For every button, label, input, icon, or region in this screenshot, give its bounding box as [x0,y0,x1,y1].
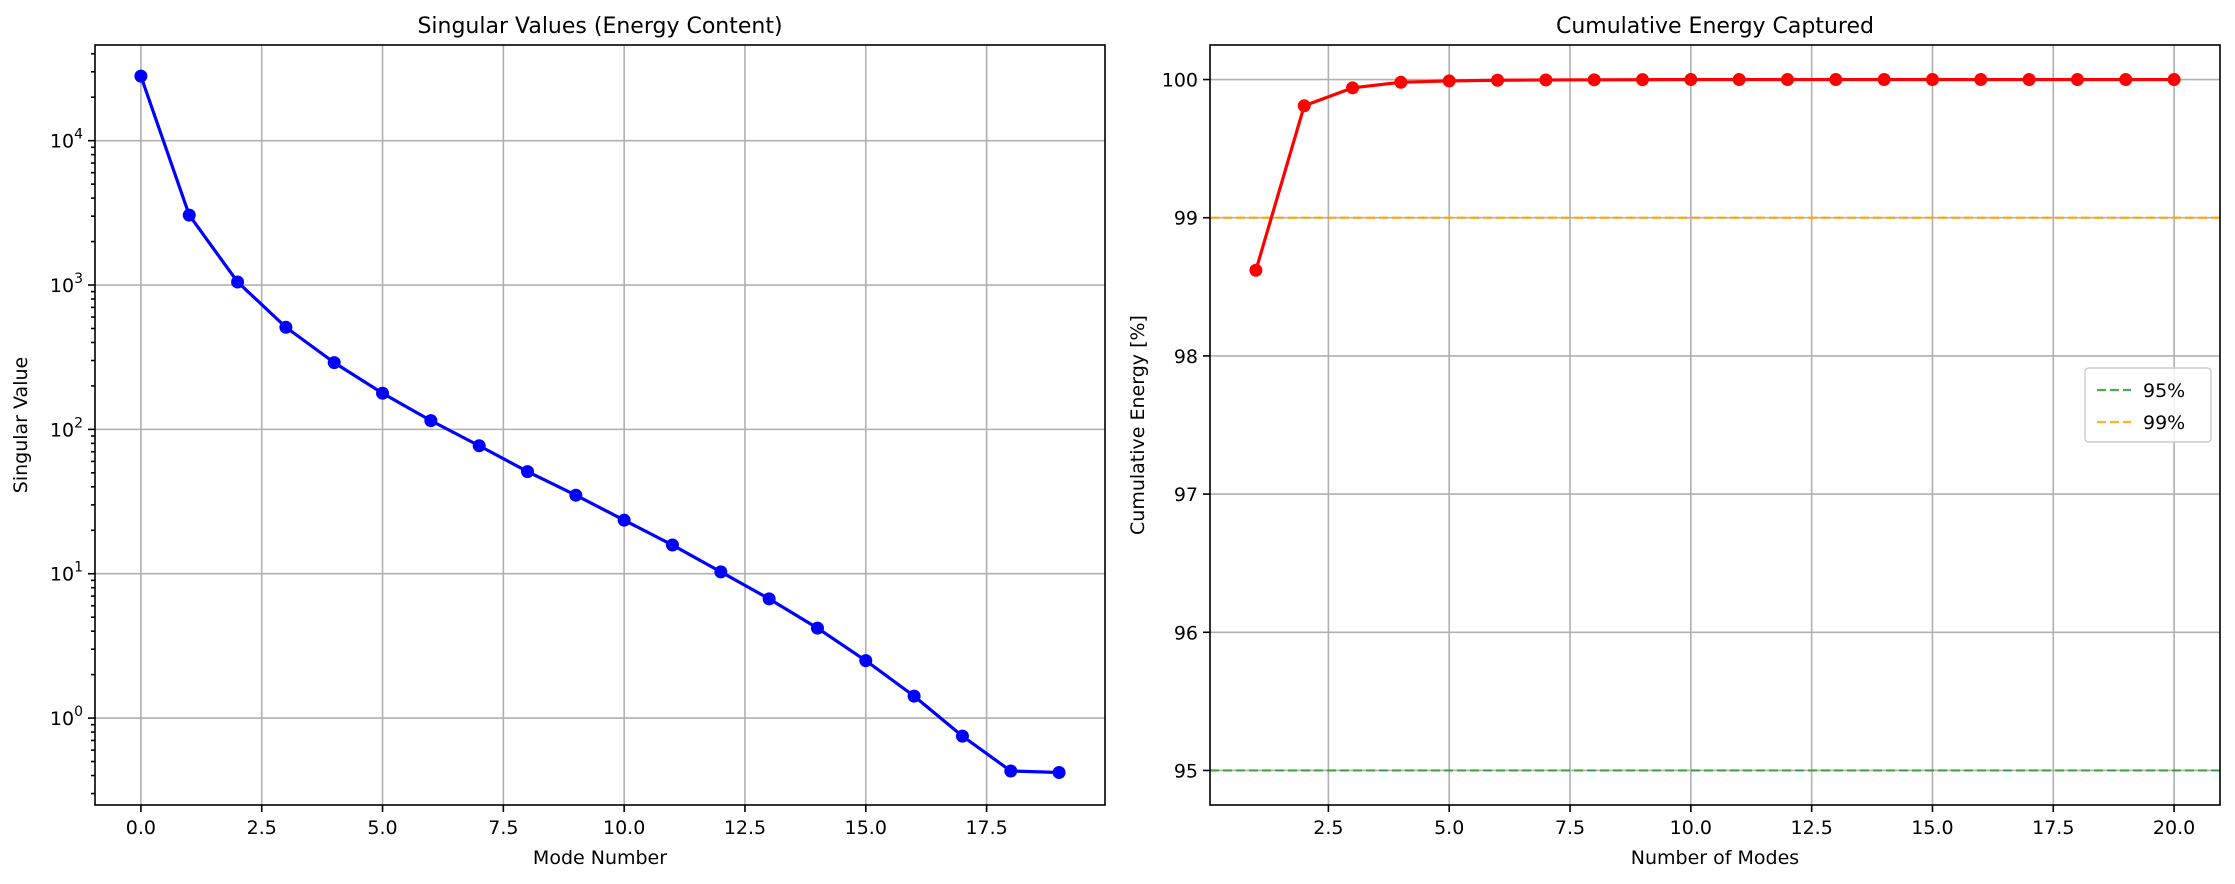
x-tick-label: 12.5 [724,817,766,839]
x-tick-label: 5.0 [367,817,397,839]
x-tick-label: 10.0 [1670,817,1712,839]
data-point [182,208,196,222]
grid [95,45,1105,805]
x-tick-label: 7.5 [488,817,518,839]
data-point [1249,263,1263,277]
data-point [424,414,438,428]
data-point [521,465,535,479]
series-line [139,75,1060,775]
data-point [472,439,486,453]
y-tick-label: 99 [1174,208,1198,230]
data-point [1346,81,1360,95]
data-point [2070,73,2084,87]
singular-values-panel: 0.0 2.5 5.0 7.5 10.0 12.5 15.0 17.5 100 101 102 103… [10,14,1106,869]
data-point [1442,74,1456,88]
x-tick-label: 20.0 [2153,817,2195,839]
y-tick-label: 104 [50,127,83,153]
grid [1210,45,2220,805]
x-tick-label: 2.5 [1313,817,1343,839]
data-point [2119,73,2133,87]
y-tick-label: 98 [1174,346,1198,368]
y-tick-label: 97 [1174,484,1198,506]
chart-title: Cumulative Energy Captured [1556,14,1874,39]
ticks: 0.0 2.5 5.0 7.5 10.0 12.5 15.0 17.5 100 101 102 103… [50,52,1008,839]
data-point [810,621,824,635]
legend-label: 99% [2143,412,2185,434]
data-point [955,729,969,743]
y-tick-label: 103 [50,271,83,297]
x-tick-label: 12.5 [1790,817,1832,839]
y-tick-label: 96 [1174,622,1198,644]
data-point [714,565,728,579]
series [134,69,1066,779]
data-point [1829,73,1843,87]
series [1249,73,2181,277]
data-point [231,275,245,289]
chart-title: Singular Values (Energy Content) [417,14,782,39]
x-axis-label: Number of Modes [1631,847,1799,869]
y-axis-label: Singular Value [10,357,32,493]
legend: 95%99% [2084,367,2212,443]
data-point [1004,764,1018,778]
y-tick-label: 102 [50,415,83,441]
data-point [907,689,921,703]
y-tick-label: 100 [1162,70,1198,92]
x-tick-label: 17.5 [2032,817,2074,839]
legend-label: 95% [2143,380,2185,402]
x-tick-label: 15.0 [845,817,887,839]
y-tick-label: 101 [50,560,83,586]
data-point [1587,73,1601,87]
data-point [1732,73,1746,87]
data-point [665,538,679,552]
data-point [762,592,776,606]
data-point [1052,765,1066,779]
data-point [1780,73,1794,87]
x-tick-label: 10.0 [603,817,645,839]
y-tick-label: 95 [1174,760,1198,782]
data-point [1539,73,1553,87]
data-point [617,513,631,527]
x-tick-label: 15.0 [1911,817,1953,839]
x-axis-label: Mode Number [533,847,667,869]
x-tick-label: 0.0 [126,817,156,839]
x-tick-label: 17.5 [965,817,1007,839]
ticks: 2.5 5.0 7.5 10.0 12.5 15.0 17.5 20.0 95 96 97 98 99 1… [1162,70,2196,839]
x-tick-label: 7.5 [1555,817,1585,839]
legend-box [2084,367,2212,443]
data-point [1877,73,1891,87]
x-tick-label: 2.5 [247,817,277,839]
y-axis-label: Cumulative Energy [%] [1127,315,1149,535]
data-point [1297,99,1311,113]
y-tick-label: 100 [50,704,83,730]
data-point [1684,73,1698,87]
data-point [2167,73,2181,87]
data-point [1491,73,1505,87]
data-point [1974,73,1988,87]
cumulative-energy-panel: 2.5 5.0 7.5 10.0 12.5 15.0 17.5 20.0 95 96 97 98 99 1… [1127,14,2221,869]
data-point [2022,73,2036,87]
data-point [1925,73,1939,87]
data-point [327,356,341,370]
data-point [859,654,873,668]
data-point [279,320,293,334]
axes-frame [1209,44,2221,806]
data-point [1636,73,1650,87]
axes-frame [94,44,1106,806]
data-point [376,386,390,400]
x-tick-label: 5.0 [1434,817,1464,839]
data-point [134,69,148,83]
data-point [1394,75,1408,89]
data-point [569,488,583,502]
series-line [1254,77,2175,271]
